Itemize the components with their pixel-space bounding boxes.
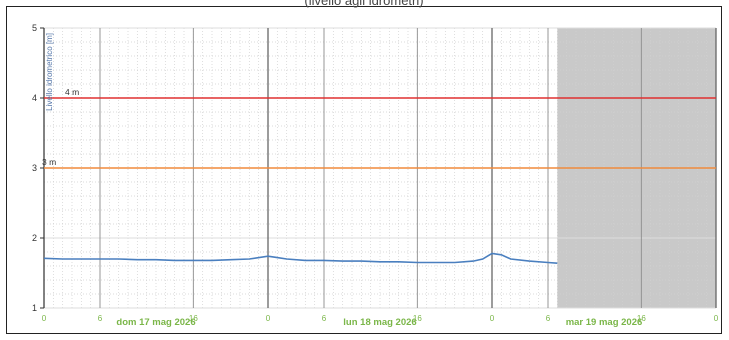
y-tick-label: 5: [32, 23, 37, 33]
x-day-label: mar 19 mag 2026: [566, 317, 643, 328]
y-tick-label: 4: [32, 93, 37, 103]
reference-label-3: 3 m: [42, 157, 56, 167]
x-day-label: lun 18 mag 2026: [343, 317, 416, 328]
x-hour-tick-label: 6: [98, 314, 103, 323]
chart-frame: (livello agli idrometri) 4 m 3 m 1 2 3 4 5 Live…: [6, 0, 722, 334]
x-hour-tick-label: 6: [546, 314, 551, 323]
y-axis-title: Livello idrometrico [m]: [45, 33, 54, 111]
hydrometric-level-chart: 4 m 3 m 1 2 3 4 5 Livello idrometrico [m] 0 6 16 0 6…: [32, 23, 719, 328]
x-hour-tick-label: 6: [322, 314, 327, 323]
x-hour-tick-label: 0: [266, 314, 271, 323]
y-tick-label: 3: [32, 163, 37, 173]
y-tick-label: 2: [32, 233, 37, 243]
x-hour-tick-label: 16: [637, 314, 646, 323]
y-tick-label: 1: [32, 303, 37, 313]
series-line-0: [43, 252, 558, 264]
x-hour-tick-label: 0: [714, 314, 719, 323]
x-hour-tick-label: 0: [490, 314, 495, 323]
x-hour-tick-label: 0: [42, 314, 47, 323]
chart-caption: (livello agli idrometri): [304, 0, 424, 8]
x-day-label: dom 17 mag 2026: [116, 317, 195, 328]
x-hour-tick-label: 16: [189, 314, 198, 323]
reference-label-4: 4 m: [65, 87, 79, 97]
x-hour-tick-label: 16: [413, 314, 422, 323]
